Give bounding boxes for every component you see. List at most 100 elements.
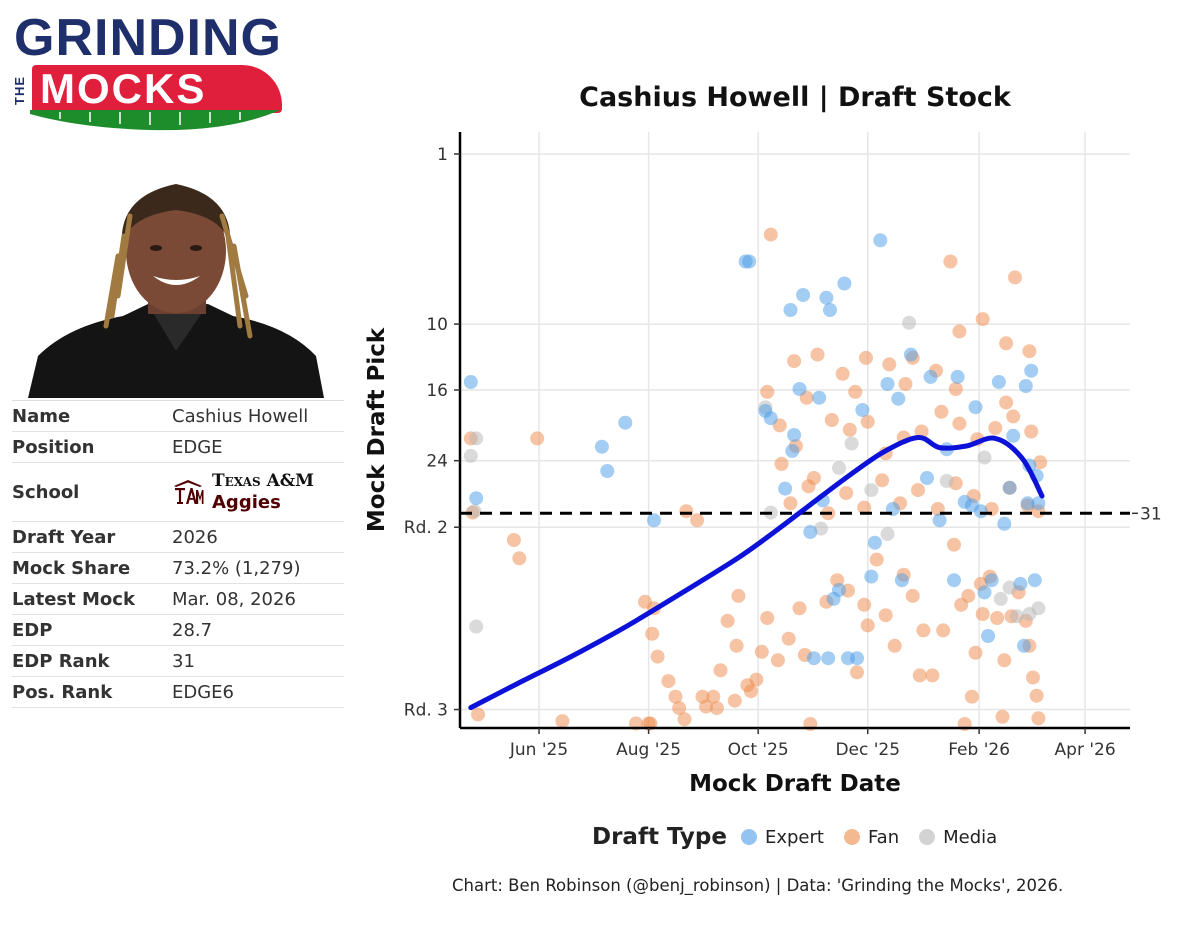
point-expert bbox=[991, 375, 1006, 389]
point-expert bbox=[1006, 428, 1021, 443]
point-fan bbox=[1008, 270, 1022, 285]
point-media bbox=[1002, 580, 1017, 595]
point-fan bbox=[638, 594, 652, 609]
point-expert bbox=[947, 573, 961, 588]
info-row-school: School Texas A&M Aggies bbox=[12, 463, 344, 522]
point-fan bbox=[699, 699, 714, 714]
point-media bbox=[939, 474, 954, 488]
x-tick-label: Feb '26 bbox=[948, 740, 1010, 760]
point-expert bbox=[1020, 496, 1035, 511]
point-fan bbox=[729, 638, 744, 653]
point-expert bbox=[932, 513, 947, 528]
info-value: 73.2% (1,279) bbox=[172, 557, 301, 579]
point-expert bbox=[1002, 480, 1017, 495]
point-expert bbox=[964, 498, 979, 513]
point-expert bbox=[1013, 576, 1028, 591]
info-key: Latest Mock bbox=[12, 588, 135, 610]
info-key: Mock Share bbox=[12, 557, 131, 579]
x-tick-label: Aug '25 bbox=[616, 740, 681, 760]
point-media bbox=[469, 619, 484, 634]
point-fan bbox=[690, 513, 705, 528]
point-fan bbox=[744, 684, 758, 699]
y-axis-title: Mock Draft Pick bbox=[364, 327, 390, 532]
info-value: Texas A&M Aggies bbox=[172, 470, 344, 514]
info-key: EDP bbox=[12, 619, 53, 641]
point-fan bbox=[706, 689, 721, 704]
point-expert bbox=[873, 233, 888, 248]
point-media bbox=[463, 448, 478, 463]
point-expert bbox=[792, 382, 807, 396]
point-fan bbox=[787, 354, 802, 369]
point-fan bbox=[995, 709, 1010, 724]
point-expert bbox=[758, 403, 773, 418]
info-value: EDGE bbox=[172, 436, 223, 458]
info-key: Name bbox=[12, 405, 71, 427]
point-fan bbox=[555, 714, 570, 729]
point-expert bbox=[968, 400, 983, 415]
school-nickname: Aggies bbox=[212, 492, 281, 513]
legend-label: Fan bbox=[867, 826, 900, 848]
legend-item-expert: Expert bbox=[740, 827, 824, 848]
logo-mocks-banner: MOCKS bbox=[32, 65, 282, 113]
point-fan bbox=[530, 431, 545, 446]
legend-title: Draft Type bbox=[592, 824, 727, 850]
point-media bbox=[977, 450, 992, 465]
point-expert bbox=[787, 428, 802, 442]
point-expert bbox=[742, 254, 757, 269]
x-tick-label: Dec '25 bbox=[835, 740, 900, 760]
point-fan bbox=[783, 496, 798, 511]
point-fan bbox=[754, 644, 769, 659]
info-value: 28.7 bbox=[172, 619, 213, 641]
logo-line-mocks: MOCKS bbox=[40, 65, 207, 112]
y-tick-label: 1 bbox=[437, 145, 448, 165]
point-fan bbox=[709, 701, 724, 716]
info-value: Mar. 08, 2026 bbox=[172, 588, 296, 610]
point-fan bbox=[1026, 670, 1040, 685]
texas-am-logo-icon bbox=[174, 480, 204, 504]
point-media bbox=[1009, 609, 1024, 624]
point-expert bbox=[469, 491, 484, 506]
point-media bbox=[467, 504, 482, 519]
point-expert bbox=[463, 375, 478, 389]
point-expert bbox=[821, 651, 836, 666]
point-fan bbox=[749, 672, 764, 687]
point-fan bbox=[961, 588, 976, 603]
point-expert bbox=[1018, 379, 1033, 393]
legend-item-media: Media bbox=[919, 827, 997, 848]
point-fan bbox=[770, 653, 785, 668]
point-fan bbox=[925, 668, 940, 683]
point-fan bbox=[911, 483, 925, 498]
point-fan bbox=[679, 504, 694, 519]
point-fan bbox=[1006, 409, 1021, 424]
point-media bbox=[832, 460, 846, 475]
y-tick-label: 10 bbox=[426, 315, 448, 335]
legend-item-fan: Fan bbox=[843, 826, 900, 848]
point-fan bbox=[975, 607, 990, 621]
point-fan bbox=[1024, 424, 1039, 439]
point-fan bbox=[1033, 455, 1048, 470]
chart-legend: Draft Type Expert Fan Media bbox=[592, 824, 1007, 850]
point-media bbox=[880, 527, 895, 541]
point-expert bbox=[880, 377, 895, 391]
info-key: Position bbox=[12, 436, 95, 458]
info-key: Pos. Rank bbox=[12, 681, 113, 703]
y-tick-label: 24 bbox=[426, 452, 448, 472]
info-value: 31 bbox=[172, 650, 195, 672]
point-fan bbox=[835, 366, 850, 381]
y-tick-label: Rd. 3 bbox=[404, 701, 448, 721]
point-fan bbox=[506, 533, 521, 547]
info-row-latest-mock: Latest Mock Mar. 08, 2026 bbox=[12, 584, 344, 615]
point-expert bbox=[618, 415, 633, 430]
point-fan bbox=[792, 601, 807, 616]
point-expert bbox=[1017, 638, 1031, 653]
point-fan bbox=[875, 473, 890, 488]
point-media bbox=[902, 315, 917, 330]
info-key: EDP Rank bbox=[12, 650, 110, 672]
y-tick-label: Rd. 2 bbox=[404, 518, 448, 538]
x-tick-label: Jun '25 bbox=[509, 740, 568, 760]
point-expert bbox=[950, 369, 965, 384]
point-fan bbox=[999, 336, 1014, 351]
point-expert bbox=[594, 439, 609, 454]
point-expert bbox=[850, 651, 864, 666]
